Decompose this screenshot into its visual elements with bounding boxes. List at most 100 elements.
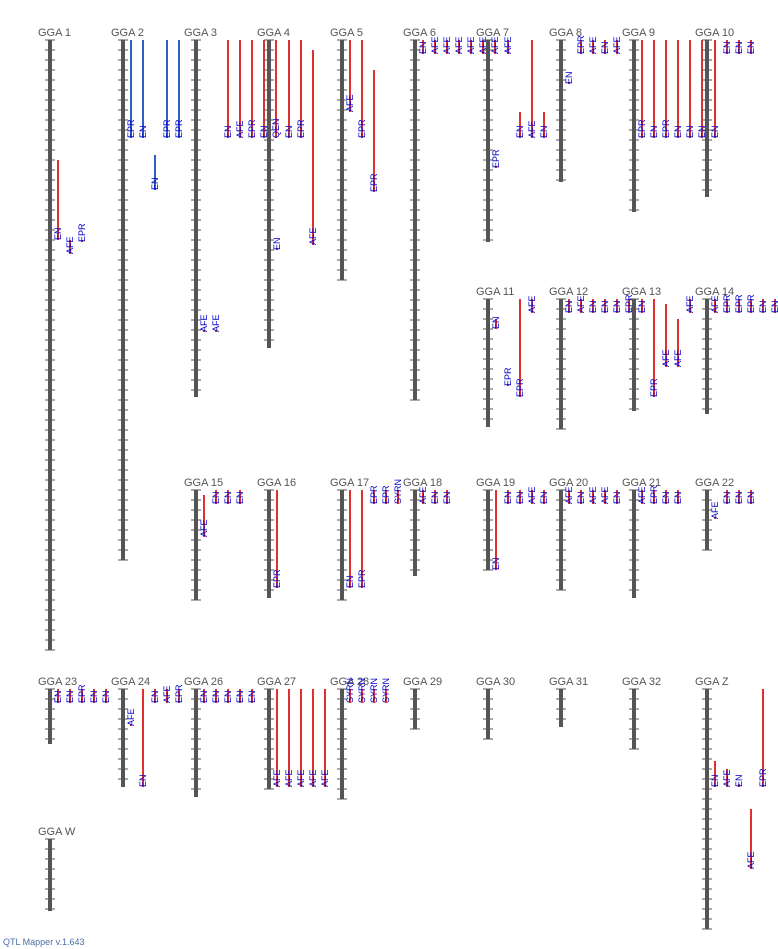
- chromosome-title: GGA 11: [476, 286, 514, 298]
- qtl-label: EN: [515, 491, 525, 504]
- qtl-label: EN: [223, 491, 233, 504]
- qtl-label: AFE: [612, 36, 622, 54]
- qtl-label: EN: [223, 690, 233, 703]
- chromosome-title: GGA 30: [476, 676, 515, 688]
- chromosome-title: GGA 13: [622, 286, 661, 298]
- qtl-label: AFE: [600, 486, 610, 504]
- chromosome-bar: [486, 40, 490, 242]
- chromosome-title: GGA 8: [549, 27, 582, 39]
- chromosome-bar: [632, 299, 636, 411]
- qtl-label: EN: [138, 125, 148, 138]
- qtl-label: EN: [539, 491, 549, 504]
- chromosome-title: GGA 29: [403, 676, 442, 688]
- qtl-label: EN: [734, 774, 744, 787]
- chromosome-title: GGA 7: [476, 27, 509, 39]
- qtl-label: AFE: [466, 36, 476, 54]
- qtl-label: AFE: [478, 36, 488, 54]
- chromosome-title: GGA Z: [695, 676, 729, 688]
- chromosome-bar: [194, 40, 198, 397]
- chromosome-bar: [413, 490, 417, 576]
- chromosome-bar: [194, 689, 198, 797]
- qtl-label: EN: [223, 125, 233, 138]
- qtl-label: EN: [235, 491, 245, 504]
- chromosome-title: GGA 17: [330, 477, 369, 489]
- qtl-label: AFE: [710, 501, 720, 519]
- qtl-label: AFE: [65, 236, 75, 254]
- qtl-label: EN: [710, 125, 720, 138]
- qtl-label: EN: [734, 491, 744, 504]
- qtl-label: EPR: [746, 294, 756, 313]
- qtl-label: EN: [710, 774, 720, 787]
- chromosome-title: GGA 16: [257, 477, 296, 489]
- qtl-label: AFE: [503, 36, 513, 54]
- qtl-label: EPR: [758, 768, 768, 787]
- chromosome-gga-31: GGA 31: [549, 676, 588, 727]
- chromosome-bar: [559, 689, 563, 727]
- qtl-label: EPR: [357, 569, 367, 588]
- qtl-label: EN: [89, 690, 99, 703]
- chromosome-title: GGA 32: [622, 676, 661, 688]
- qtl-label: EN: [637, 300, 647, 313]
- qtl-label: EN: [600, 300, 610, 313]
- qtl-label: EN: [247, 690, 257, 703]
- chromosome-bar: [632, 490, 636, 598]
- chromosome-title: GGA 14: [695, 286, 734, 298]
- qtl-label: EPR: [734, 294, 744, 313]
- chromosome-gga-32: GGA 32: [622, 676, 661, 750]
- qtl-label: AFE: [418, 486, 428, 504]
- qtl-label: EPR: [515, 378, 525, 397]
- qtl-label: AFE: [576, 295, 586, 313]
- chromosome-title: GGA 21: [622, 477, 661, 489]
- qtl-label: EN: [211, 491, 221, 504]
- qtl-label: EN: [612, 491, 622, 504]
- qtl-label: EPR: [722, 294, 732, 313]
- chromosome-title: GGA 12: [549, 286, 588, 298]
- chromosome-bar: [121, 689, 125, 787]
- qtl-label: EPR: [162, 119, 172, 138]
- chromosome-bar: [340, 689, 344, 799]
- qtl-label: EN: [150, 177, 160, 190]
- qtl-label: AFE: [637, 486, 647, 504]
- chromosome-title: GGA 5: [330, 27, 363, 39]
- qtl-label: EN: [272, 237, 282, 250]
- chromosome-gga-29: GGA 29: [403, 676, 442, 730]
- qtl-label: EN: [235, 690, 245, 703]
- qtl-label: EPR: [174, 119, 184, 138]
- chromosome-title: GGA 3: [184, 27, 217, 39]
- chromosome-bar: [705, 299, 709, 414]
- qtl-label: AFE: [126, 708, 136, 726]
- chromosome-bar: [267, 40, 271, 348]
- qtl-label: EPR: [624, 294, 634, 313]
- qtl-label: EPR: [649, 485, 659, 504]
- chromosome-bar: [48, 689, 52, 744]
- qtl-label: EPR: [576, 35, 586, 54]
- chromosome-title: GGA W: [38, 826, 76, 838]
- qtl-label: AFE: [454, 36, 464, 54]
- qtl-label: QEN: [271, 118, 281, 138]
- chromosome-title: GGA 15: [184, 477, 223, 489]
- chromosome-title: GGA 23: [38, 676, 77, 688]
- qtl-label: AFE: [527, 120, 537, 138]
- qtl-label: AFE: [272, 769, 282, 787]
- chromosome-title: GGA 4: [257, 27, 290, 39]
- qtl-label: EPR: [649, 378, 659, 397]
- qtl-label: SYRN: [345, 678, 355, 703]
- qtl-label: EPR: [126, 119, 136, 138]
- qtl-label: EN: [515, 125, 525, 138]
- qtl-label: SYRN: [381, 678, 391, 703]
- qtl-label: AFE: [296, 769, 306, 787]
- qtl-label: EN: [259, 125, 269, 138]
- qtl-label: AFE: [199, 519, 209, 537]
- qtl-label: EN: [491, 316, 501, 329]
